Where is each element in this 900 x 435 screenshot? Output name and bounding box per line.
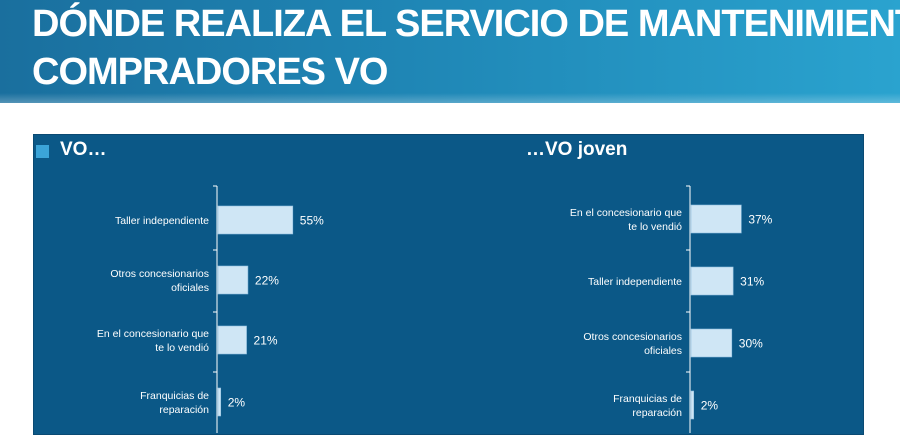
chart-0-bar <box>217 205 294 235</box>
chart-1-value-label: 37% <box>748 213 772 227</box>
chart-0-category-label: Franquicias de <box>140 390 209 402</box>
chart-1-bar <box>690 204 742 234</box>
chart-0-value-label: 2% <box>228 396 246 410</box>
chart-0-value-label: 22% <box>255 274 279 288</box>
chart-0-bar <box>217 387 222 417</box>
chart-1-category-label: oficiales <box>644 345 682 357</box>
page-title-line2: COMPRADORES VO <box>32 51 388 93</box>
page-title-line1: DÓNDE REALIZA EL SERVICIO DE MANTENIMIEN… <box>32 3 900 45</box>
header-banner: DÓNDE REALIZA EL SERVICIO DE MANTENIMIEN… <box>0 0 900 103</box>
chart-0-category-label: Otros concesionarios <box>110 268 209 280</box>
chart-0-category-label: En el concesionario que <box>97 328 209 340</box>
chart-1-bar <box>690 390 695 420</box>
chart-1-category-label: En el concesionario que <box>570 207 682 219</box>
chart-1-value-label: 30% <box>739 337 763 351</box>
chart-1-bar <box>690 328 733 358</box>
bullet-square-icon <box>36 145 49 158</box>
chart-1-value-label: 31% <box>740 275 764 289</box>
chart-1-value-label: 2% <box>701 399 719 413</box>
chart-title-vo: VO… <box>60 139 107 160</box>
chart-0-value-label: 55% <box>300 214 324 228</box>
chart-0-category-label: reparación <box>159 404 209 416</box>
chart-0-bar <box>217 325 247 355</box>
chart-1-category-label: Otros concesionarios <box>583 331 682 343</box>
chart-0-category-label: Taller independiente <box>115 215 209 227</box>
chart-1-bar <box>690 266 734 296</box>
chart-1-category-label: Taller independiente <box>588 276 682 288</box>
chart-0-category-label: te lo vendió <box>155 342 209 354</box>
chart-1-category-label: te lo vendió <box>628 221 682 233</box>
chart-0-value-label: 21% <box>254 334 278 348</box>
chart-1-category-label: reparación <box>632 407 682 419</box>
chart-title-vo-joven: …VO joven <box>526 139 628 160</box>
chart-0-category-label: oficiales <box>171 282 209 294</box>
chart-1-category-label: Franquicias de <box>613 393 682 405</box>
chart-0-bar <box>217 265 249 295</box>
